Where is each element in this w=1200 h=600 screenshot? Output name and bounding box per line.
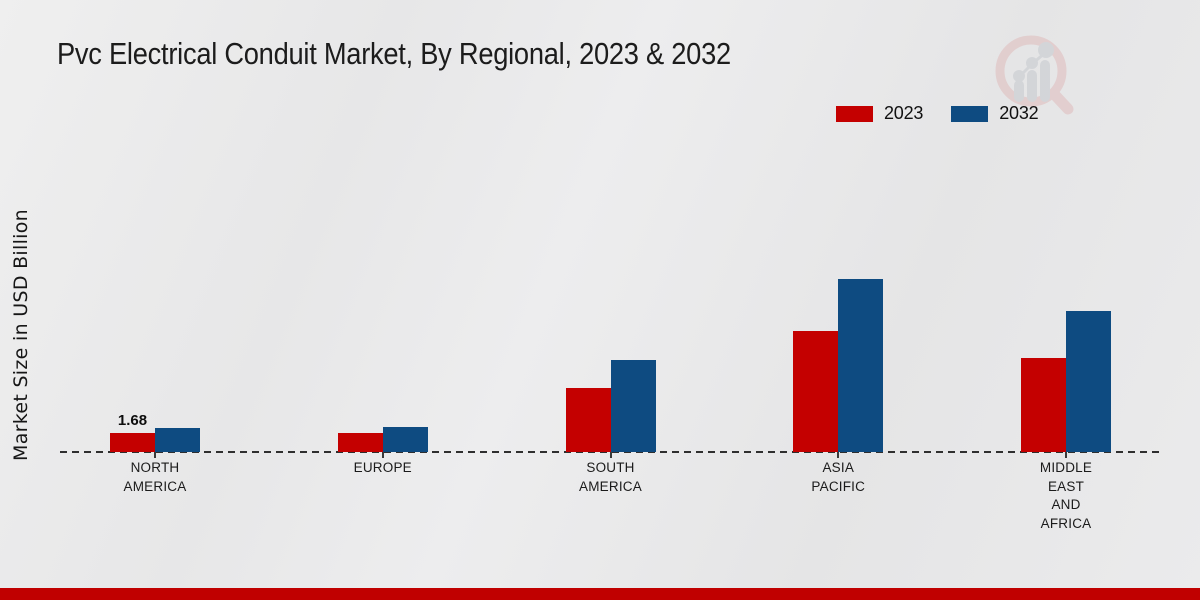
legend-item-2032[interactable]: 2032 (951, 103, 1039, 124)
legend: 2023 2032 (836, 103, 1039, 124)
axis-tick-asia-pacific (837, 452, 840, 458)
category-label-north-america: NORTH AMERICA (123, 460, 187, 494)
page-title: Pvc Electrical Conduit Market, By Region… (57, 36, 731, 71)
axis-tick-south-america (609, 452, 612, 458)
bar-2032-asia-pacific[interactable] (838, 279, 884, 452)
bar-2032-north-america[interactable] (155, 428, 200, 452)
category-label-europe: EUROPE (353, 460, 412, 475)
legend-label: 2023 (884, 103, 924, 123)
bar-2023-south-america[interactable] (565, 388, 611, 452)
legend-item-2023[interactable]: 2023 (836, 103, 923, 124)
category-label-asia-pacific: ASIA PACIFIC (811, 460, 866, 494)
legend-label: 2032 (999, 103, 1039, 123)
category-label-south-america: SOUTH AMERICA (579, 460, 642, 494)
legend-swatch-2023 (836, 105, 873, 122)
y-axis-label: Market Size in USD Billion (10, 209, 32, 462)
value-label-2023-north-america: 1.68 (117, 412, 148, 429)
bottom-accent-strip (0, 588, 1200, 600)
bar-2032-europe[interactable] (382, 427, 428, 452)
category-label-middle-east-and-africa: MIDDLE EAST AND AFRICA (1039, 460, 1093, 531)
bar-2032-middle-east-and-africa[interactable] (1066, 311, 1111, 452)
axis-tick-north-america (154, 452, 156, 458)
bar-2023-asia-pacific[interactable] (793, 331, 839, 452)
axis-tick-europe (381, 452, 384, 458)
bar-2023-north-america[interactable] (110, 433, 155, 452)
bar-2032-south-america[interactable] (610, 360, 656, 452)
bar-2023-middle-east-and-africa[interactable] (1021, 358, 1066, 452)
bar-2023-europe[interactable] (337, 433, 383, 452)
legend-swatch-2032 (951, 105, 989, 122)
magnifier-bar-chart-logo-icon (995, 35, 1074, 115)
axis-tick-middle-east-and-africa (1065, 452, 1067, 458)
